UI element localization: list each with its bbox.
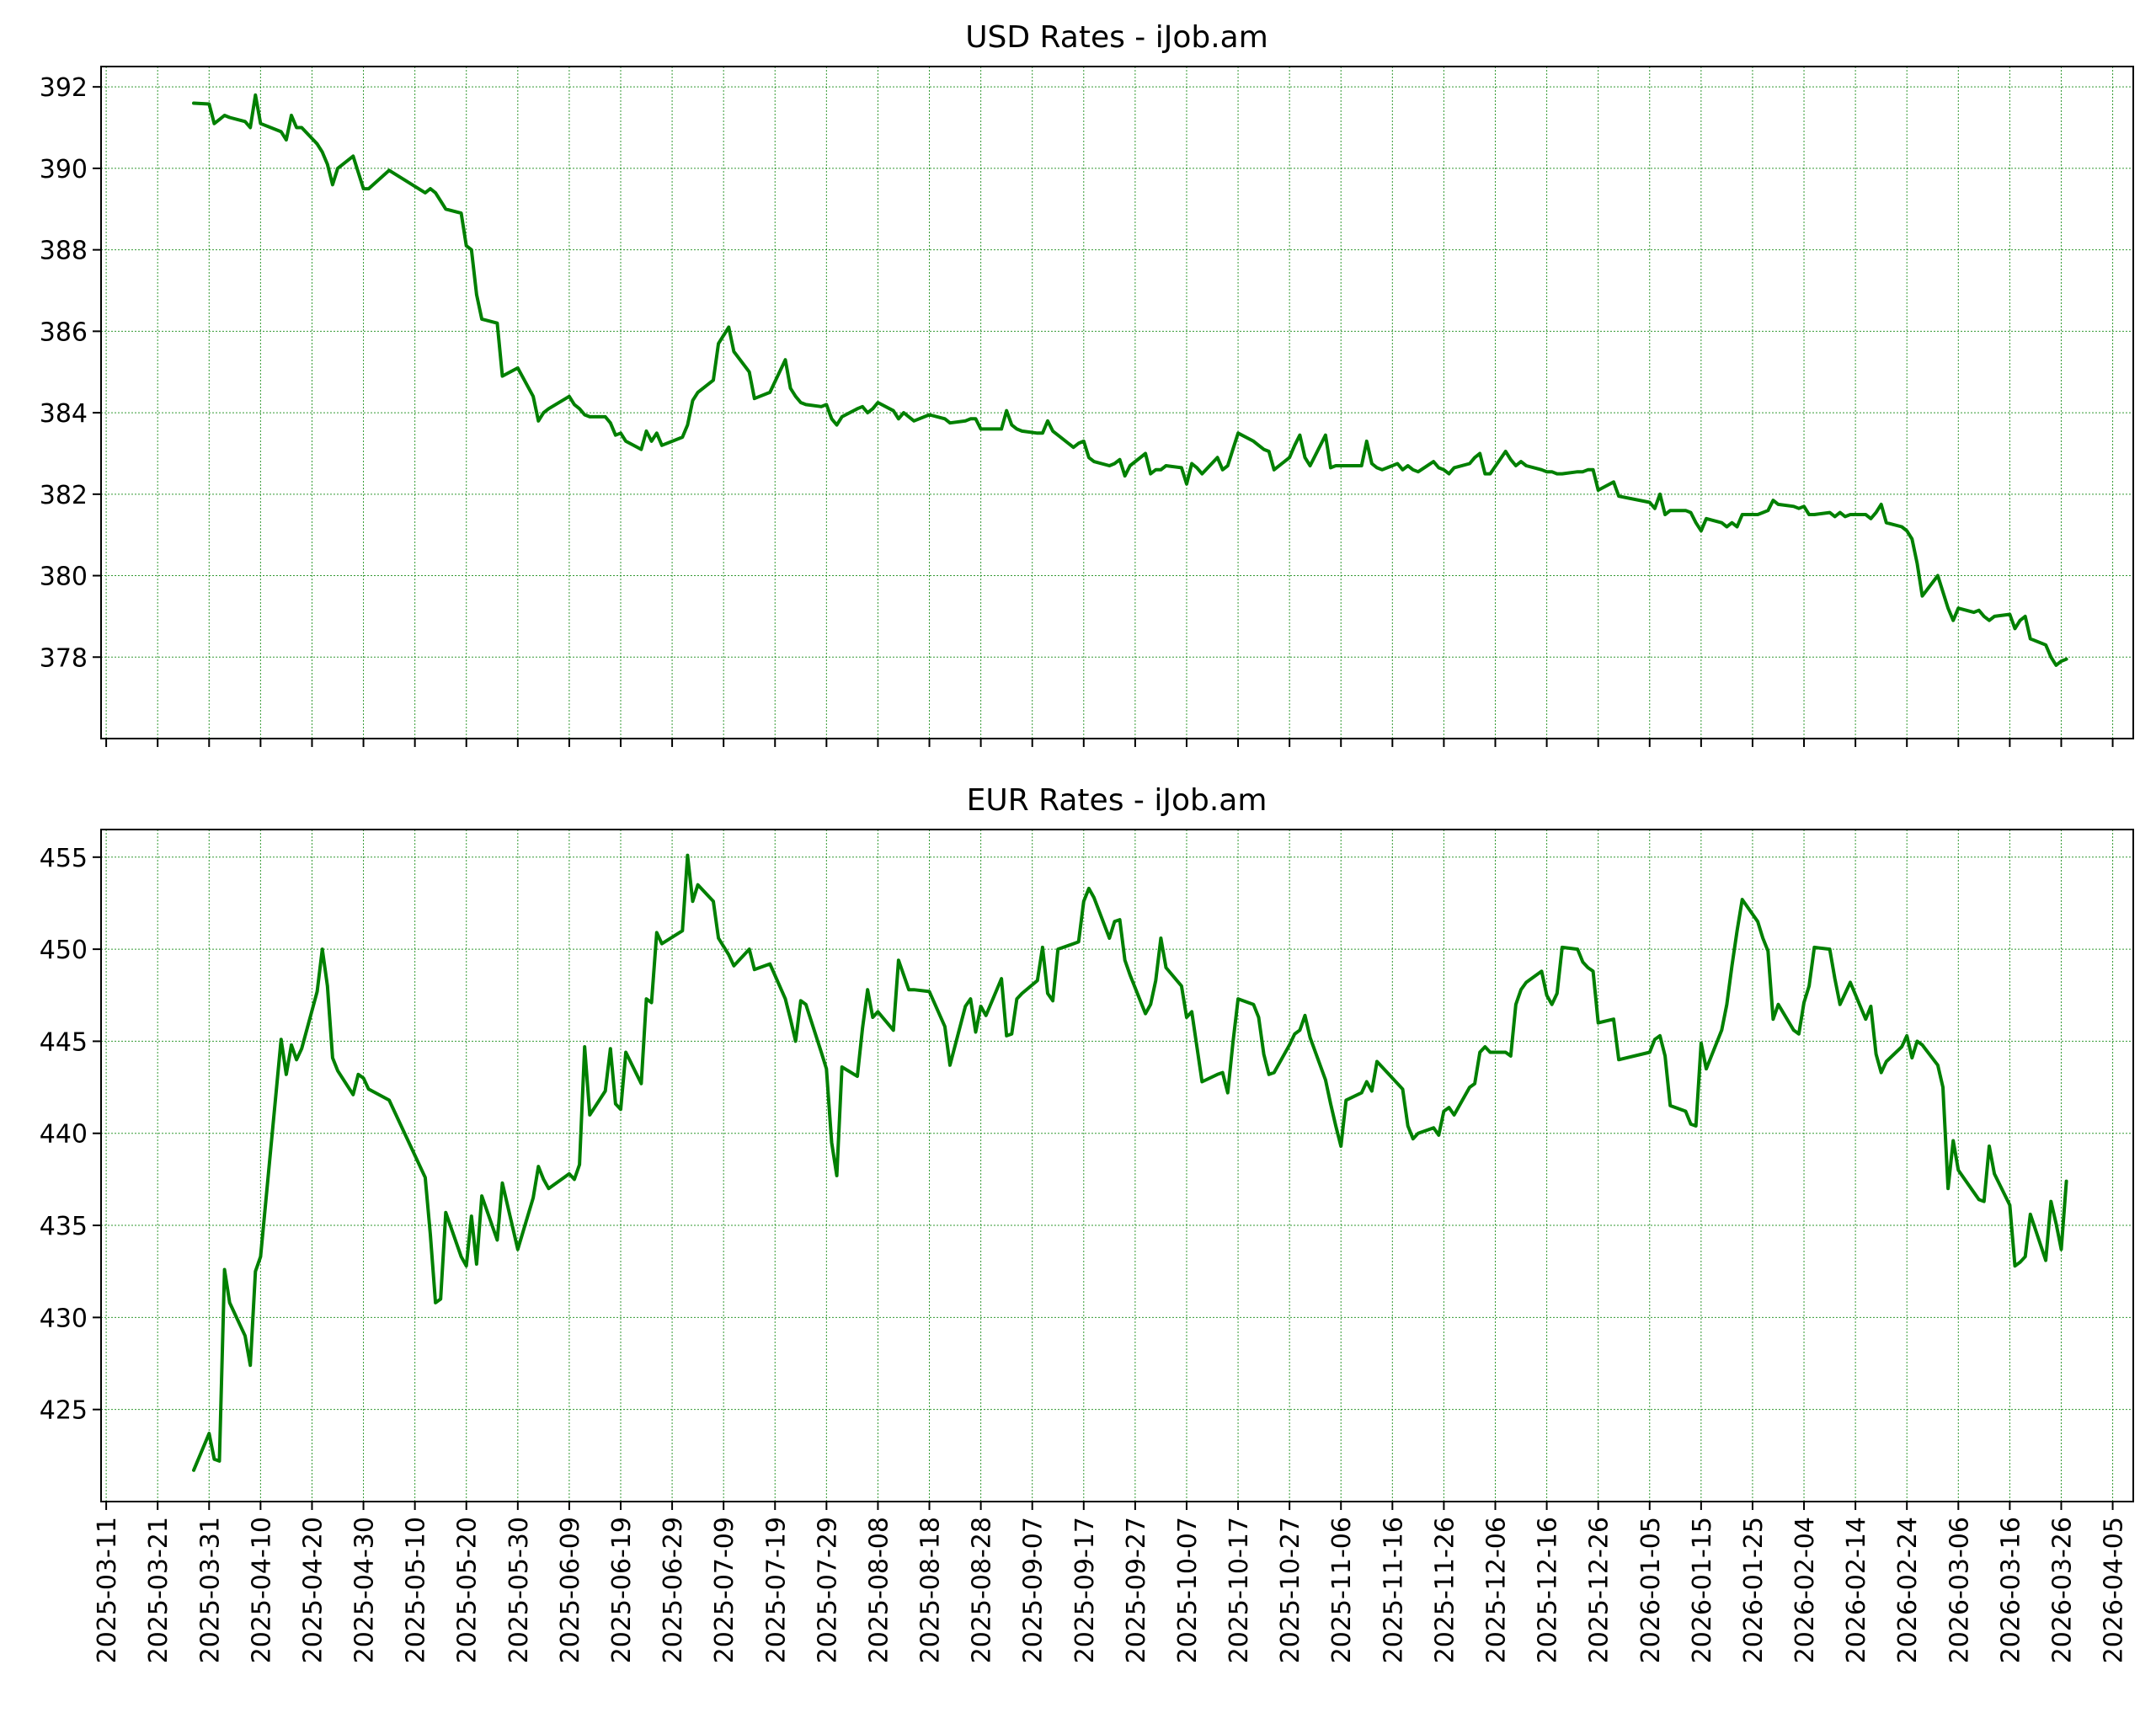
- xtick-label: 2026-01-05: [1636, 1517, 1666, 1663]
- eur-ytick-label: 455: [40, 844, 88, 873]
- xtick-label: 2025-07-09: [710, 1517, 739, 1663]
- xtick-label: 2025-12-16: [1534, 1517, 1563, 1663]
- usd-ytick-label: 382: [40, 481, 88, 510]
- eur-series: [192, 853, 2068, 1472]
- xtick-label: 2025-10-27: [1276, 1517, 1305, 1663]
- xtick-label: 2026-02-04: [1790, 1517, 1820, 1663]
- eur-ytick-label: 435: [40, 1212, 88, 1241]
- xtick-label: 2026-03-16: [1996, 1517, 2025, 1663]
- xtick-label: 2025-08-28: [968, 1517, 997, 1663]
- usd-y-axis: 378 380 382 384 386 388 390 392: [40, 73, 101, 673]
- eur-grid: [101, 830, 2133, 1502]
- xtick-label: 2026-03-06: [1945, 1517, 1974, 1663]
- eur-ytick-label: 440: [40, 1120, 88, 1150]
- xtick-label: 2025-03-21: [144, 1517, 173, 1663]
- xtick-label: 2025-12-06: [1482, 1517, 1512, 1663]
- xtick-label: 2025-03-31: [195, 1517, 225, 1663]
- eur-rate-line: [192, 853, 2068, 1472]
- xtick-label: 2025-04-30: [350, 1517, 380, 1663]
- xtick-label: 2025-03-11: [93, 1517, 122, 1663]
- eur-ytick-label: 450: [40, 936, 88, 965]
- usd-ytick-label: 378: [40, 643, 88, 673]
- xtick-label: 2025-11-16: [1379, 1517, 1408, 1663]
- xtick-label: 2025-12-26: [1585, 1517, 1614, 1663]
- eur-ytick-label: 430: [40, 1304, 88, 1333]
- xtick-label: 2026-02-24: [1893, 1517, 1923, 1663]
- xtick-label: 2026-04-05: [2100, 1517, 2129, 1663]
- eur-plot-frame: [100, 829, 2134, 1502]
- xtick-label: 2026-03-26: [2047, 1517, 2077, 1663]
- xtick-label: 2026-02-14: [1842, 1517, 1871, 1663]
- xtick-label: 2026-01-15: [1688, 1517, 1717, 1663]
- xtick-label: 2025-10-17: [1225, 1517, 1254, 1663]
- xtick-label: 2026-01-25: [1739, 1517, 1769, 1663]
- usd-ytick-label: 392: [40, 73, 88, 103]
- xtick-label: 2025-05-30: [504, 1517, 534, 1663]
- eur-chart-title: EUR Rates - iJob.am: [967, 783, 1267, 818]
- xtick-label: 2025-09-17: [1070, 1517, 1100, 1663]
- usd-grid: [101, 67, 2133, 739]
- usd-rate-line: [192, 93, 2068, 667]
- eur-y-axis: 425 430 435 440 445 450 455: [40, 844, 101, 1426]
- usd-ytick-label: 380: [40, 563, 88, 592]
- xtick-label: 2025-07-29: [813, 1517, 842, 1663]
- usd-rates-panel: USD Rates - iJob.am 378 380 382 384 386 388 39…: [40, 20, 2134, 747]
- xtick-label: 2025-06-09: [556, 1517, 585, 1663]
- xtick-label: 2025-11-06: [1327, 1517, 1357, 1663]
- xtick-label: 2025-05-10: [402, 1517, 431, 1663]
- xtick-label: 2025-04-10: [247, 1517, 276, 1663]
- usd-ytick-label: 390: [40, 155, 88, 184]
- usd-series: [192, 93, 2068, 667]
- xtick-label: 2025-05-20: [453, 1517, 483, 1663]
- usd-chart-title: USD Rates - iJob.am: [965, 20, 1268, 55]
- eur-x-axis: 2025-03-11 2025-03-21 2025-03-31 2025-04-10…: [93, 1502, 2129, 1663]
- xtick-label: 2025-06-19: [607, 1517, 637, 1663]
- xtick-label: 2025-09-27: [1122, 1517, 1151, 1663]
- eur-ytick-label: 445: [40, 1027, 88, 1057]
- usd-x-axis: [105, 739, 2114, 747]
- xtick-label: 2025-09-07: [1019, 1517, 1049, 1663]
- xtick-label: 2025-06-29: [659, 1517, 688, 1663]
- eur-ytick-label: 425: [40, 1396, 88, 1426]
- usd-ytick-label: 388: [40, 237, 88, 266]
- eur-rates-panel: EUR Rates - iJob.am 425 430 435 440 445 450 45…: [40, 783, 2134, 1663]
- xtick-label: 2025-11-26: [1430, 1517, 1460, 1663]
- usd-ytick-label: 384: [40, 399, 88, 429]
- xtick-label: 2025-08-08: [864, 1517, 894, 1663]
- xtick-label: 2025-08-18: [916, 1517, 946, 1663]
- xtick-label: 2025-07-19: [761, 1517, 791, 1663]
- usd-ytick-label: 386: [40, 317, 88, 347]
- xtick-label: 2025-10-07: [1173, 1517, 1203, 1663]
- usd-plot-frame: [100, 66, 2134, 739]
- xtick-label: 2025-04-20: [298, 1517, 328, 1663]
